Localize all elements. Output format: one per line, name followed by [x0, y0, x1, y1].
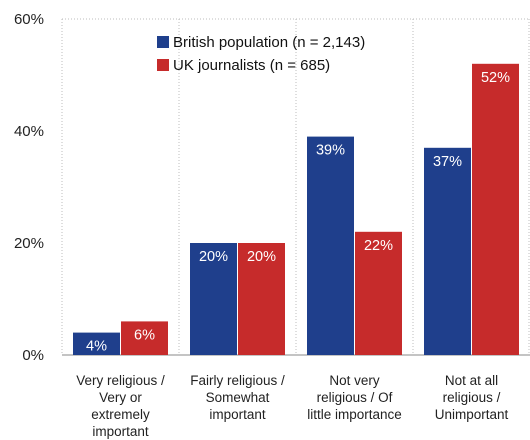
- bar: [190, 243, 237, 355]
- x-axis-categories: Very religious / Very or extremely importan…: [76, 373, 508, 439]
- data-label: 37%: [433, 154, 462, 170]
- category-label: Not very religious / Of little importance: [307, 373, 402, 422]
- category-label: Very religious / Very or extremely importan…: [76, 373, 165, 439]
- bar: [355, 231, 402, 355]
- category-label-line: religious / Of: [317, 390, 393, 405]
- bars: [73, 63, 519, 356]
- y-tick-label: 40%: [14, 123, 44, 140]
- bar: [238, 243, 285, 355]
- category-label-line: extremely: [91, 407, 150, 422]
- category-label-line: religious /: [443, 390, 501, 405]
- data-label: 4%: [86, 339, 107, 355]
- category-label-line: Not at all: [445, 373, 498, 388]
- legend: British population (n = 2,143) UK journal…: [157, 34, 365, 74]
- category-label-line: important: [92, 424, 149, 439]
- y-axis-ticks: 0% 20% 40% 60%: [14, 11, 44, 364]
- category-label-line: important: [209, 407, 266, 422]
- category-label-line: little importance: [307, 407, 402, 422]
- category-label-line: Somewhat: [206, 390, 270, 405]
- data-label: 22%: [364, 238, 393, 254]
- data-label: 20%: [199, 249, 228, 265]
- category-label: Fairly religious / Somewhat important: [190, 373, 285, 422]
- data-label: 20%: [247, 249, 276, 265]
- bar: [121, 321, 168, 355]
- data-label: 39%: [316, 143, 345, 159]
- legend-label: UK journalists (n = 685): [173, 57, 330, 74]
- category-label-line: Unimportant: [435, 407, 509, 422]
- category-label-line: Very or: [99, 390, 142, 405]
- legend-label: British population (n = 2,143): [173, 34, 365, 51]
- data-label: 6%: [134, 327, 155, 343]
- category-label-line: Very religious /: [76, 373, 165, 388]
- category-label-line: Fairly religious /: [190, 373, 285, 388]
- bar: [307, 136, 354, 355]
- data-labels: 4% 6% 20% 20% 39% 22% 37% 52%: [86, 70, 510, 355]
- category-label-line: Not very: [329, 373, 380, 388]
- legend-swatch: [157, 36, 169, 48]
- data-label: 52%: [481, 70, 510, 86]
- category-label: Not at all religious / Unimportant: [435, 373, 509, 422]
- y-tick-label: 20%: [14, 235, 44, 252]
- bar: [424, 147, 471, 355]
- y-tick-label: 0%: [22, 347, 44, 364]
- bar: [73, 332, 120, 355]
- y-tick-label: 60%: [14, 11, 44, 28]
- legend-swatch: [157, 59, 169, 71]
- bar: [472, 63, 519, 356]
